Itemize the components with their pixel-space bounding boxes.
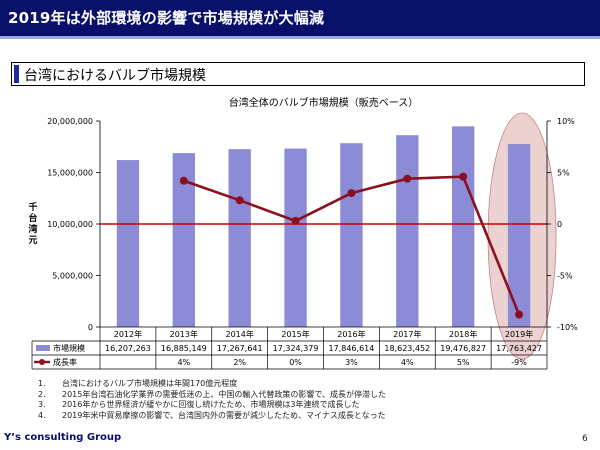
growth-rate-value: -9% <box>511 358 527 367</box>
growth-rate-value: 5% <box>457 358 470 367</box>
note-item: 4. 2019年米中貿易摩擦の影響で、台湾国内外の需要が減少したため、マイナス成長… <box>38 411 386 422</box>
note-item: 3. 2016年から世界経済が緩やかに回復し続けたため、市場規模は3年連続で成長し… <box>38 400 386 411</box>
legend-line-marker <box>39 359 45 365</box>
note-number: 1. <box>38 379 46 388</box>
note-text: 2019年米中貿易摩擦の影響で、台湾国内外の需要が減少したため、マイナス成長とな… <box>62 411 386 421</box>
notes-list: 1. 台湾におけるバルブ市場規模は年間170億元程度 2. 2015年台湾石油化学業… <box>38 379 386 422</box>
market-size-value: 16,885,149 <box>161 344 207 353</box>
header-underline <box>0 36 600 39</box>
note-number: 2. <box>38 389 46 399</box>
y-axis-label-char: 湾 <box>28 223 37 235</box>
note-number: 4. <box>38 411 46 421</box>
y-axis-label-char: 台 <box>28 212 37 224</box>
y-axis-label-char: 元 <box>28 235 37 246</box>
section-title: 台湾におけるバルブ市場規模 <box>24 68 206 84</box>
header-bar <box>0 0 600 36</box>
y-tick-label: 10,000,000 <box>47 220 93 229</box>
category-label: 2016年 <box>337 329 365 339</box>
note-text: 台湾におけるバルブ市場規模は年間170億元程度 <box>62 379 238 388</box>
page-number: 6 <box>582 434 588 444</box>
note-number: 3. <box>38 400 46 410</box>
market-size-value: 17,324,379 <box>273 344 319 353</box>
section-marker <box>14 65 19 83</box>
category-label: 2013年 <box>170 329 198 339</box>
growth-rate-point <box>291 216 300 225</box>
y-tick-label: 0 <box>88 323 93 332</box>
bar <box>284 148 307 327</box>
market-size-value: 18,623,452 <box>384 344 430 353</box>
y2-tick-label: -10% <box>557 323 578 332</box>
category-label: 2014年 <box>226 329 254 339</box>
bar <box>452 126 475 328</box>
chart-title: 台湾全体のバルブ市場規模（販売ベース） <box>229 96 419 109</box>
growth-rate-value: 2% <box>233 358 246 367</box>
y2-tick-label: 5% <box>557 169 570 178</box>
section-box <box>11 62 585 86</box>
bar <box>228 149 251 327</box>
y-tick-label: 20,000,000 <box>47 117 93 126</box>
note-item: 2. 2015年台湾石油化学業界の需要低迷の上、中国の輸入代替政策の影響で、成長が… <box>38 390 386 401</box>
growth-rate-point <box>235 196 244 205</box>
bar <box>340 143 363 327</box>
bar <box>172 153 195 327</box>
category-label: 2017年 <box>393 329 421 339</box>
y-tick-label: 5,000,000 <box>52 272 93 281</box>
growth-rate-point <box>403 174 412 183</box>
bar <box>116 160 140 327</box>
growth-rate-point <box>459 172 468 181</box>
growth-rate-point <box>179 176 188 185</box>
bar <box>396 135 419 327</box>
note-item: 1. 台湾におけるバルブ市場規模は年間170億元程度 <box>38 379 386 390</box>
y2-tick-label: 10% <box>557 117 575 126</box>
legend-line-name: 成長率 <box>53 357 77 367</box>
y2-tick-label: -5% <box>557 272 573 281</box>
bar <box>507 144 531 327</box>
legend-bar-key <box>36 345 50 351</box>
growth-rate-point <box>515 310 524 319</box>
category-label: 2019年 <box>505 329 533 339</box>
market-size-chart: 台湾全体のバルブ市場規模（販売ベース） 0 5,000,000 10,000,000 1… <box>28 96 578 370</box>
growth-rate-value: 0% <box>289 358 302 367</box>
legend-bar-name: 市場規模 <box>53 343 85 353</box>
company-logo: Y’s consulting Group <box>4 432 122 443</box>
market-size-value: 17,763,427 <box>496 344 542 353</box>
y-tick-label: 15,000,000 <box>47 169 93 178</box>
growth-rate-value: 4% <box>177 358 190 367</box>
category-label: 2012年 <box>114 329 142 339</box>
category-label: 2018年 <box>449 329 477 339</box>
market-size-value: 16,207,263 <box>105 344 151 353</box>
page-title: 2019年は外部環境の影響で市場規模が大幅減 <box>8 9 325 27</box>
growth-rate-value: 4% <box>401 358 414 367</box>
growth-rate-value: 3% <box>345 358 358 367</box>
market-size-value: 17,846,614 <box>329 344 375 353</box>
market-size-value: 19,476,827 <box>440 344 486 353</box>
y2-tick-label: 0 <box>557 220 562 229</box>
note-text: 2015年台湾石油化学業界の需要低迷の上、中国の輸入代替政策の影響で、成長が停滞… <box>62 389 387 399</box>
note-text: 2016年から世界経済が緩やかに回復し続けたため、市場規模は3年連続で成長した <box>62 400 360 410</box>
growth-rate-point <box>347 189 356 198</box>
y-axis-label-char: 千 <box>28 201 37 213</box>
market-size-value: 17,267,641 <box>217 344 263 353</box>
category-label: 2015年 <box>281 329 309 339</box>
